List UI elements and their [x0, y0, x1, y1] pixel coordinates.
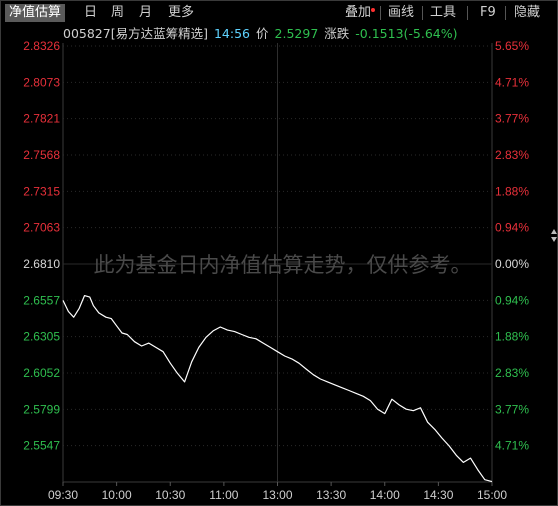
nav-estimate-line [62, 295, 493, 483]
x-tick-label: 10:30 [155, 488, 185, 502]
tab-day[interactable]: 日 [84, 5, 98, 20]
toolbar-divider [422, 6, 423, 20]
notification-dot-icon [371, 8, 375, 12]
draw-line-button[interactable]: 画线 [388, 5, 415, 20]
pct-tick-label: 3.77% [495, 112, 529, 126]
y-tick-label: 2.7315 [23, 184, 60, 198]
tab-more[interactable]: 更多 [168, 5, 195, 20]
y-tick-label: 2.6557 [23, 293, 60, 307]
x-tick-label: 14:00 [370, 488, 400, 502]
y-tick-label: 2.5799 [23, 402, 60, 416]
pct-tick-label: 3.77% [495, 402, 529, 416]
disclaimer-watermark: 此为基金日内净值估算走势，仅供参考。 [94, 253, 472, 277]
pct-tick-label: 0.94% [495, 221, 529, 235]
pct-tick-label: 4.71% [495, 439, 529, 453]
x-tick-label: 15:00 [477, 488, 507, 502]
quote-info-bar: 005827[易方达蓝筹精选] 14:56 价 2.5297 涨跌 -0.1513(-5.… [63, 25, 464, 42]
f9-button[interactable]: F9 [480, 5, 496, 20]
y-tick-label: 2.6305 [23, 330, 60, 344]
scroll-up-icon[interactable] [551, 229, 557, 234]
price-label: 价 [256, 26, 269, 41]
y-tick-label: 2.7063 [23, 221, 60, 235]
tab-week[interactable]: 周 [111, 5, 125, 20]
y-tick-label: 2.8326 [23, 39, 60, 53]
y-tick-label: 2.7568 [23, 148, 60, 162]
y-tick-label: 2.5547 [23, 439, 60, 453]
pct-tick-label: 5.65% [495, 39, 529, 53]
toolbar-divider [467, 6, 468, 20]
y-tick-label: 2.6810 [23, 257, 60, 271]
overlay-button[interactable]: 叠加 [345, 5, 372, 20]
change-value: -0.1513(-5.64%) [355, 26, 458, 41]
x-tick-label: 10:00 [102, 488, 132, 502]
fund-code-name: 005827[易方达蓝筹精选] [63, 26, 208, 41]
quote-time: 14:56 [213, 26, 251, 41]
change-label: 涨跌 [324, 26, 350, 41]
pct-tick-label: 1.88% [495, 330, 529, 344]
x-tick-label: 14:30 [423, 488, 453, 502]
pct-tick-label: 2.83% [495, 148, 529, 162]
y-tick-label: 2.8073 [23, 75, 60, 89]
toolbar-divider [380, 6, 381, 20]
y-tick-label: 2.7821 [23, 112, 60, 126]
x-tick-label: 13:30 [316, 488, 346, 502]
tab-bar: 净值估算 日 周 月 更多 叠加 画线 工具 F9 隐藏 [2, 2, 556, 24]
tools-button[interactable]: 工具 [430, 5, 457, 20]
x-tick-label: 11:00 [209, 488, 238, 502]
tab-nav-estimate[interactable]: 净值估算 [5, 4, 66, 22]
x-tick-label: 13:00 [262, 488, 292, 502]
hide-button[interactable]: 隐藏 [514, 5, 541, 20]
price-value: 2.5297 [274, 26, 319, 41]
pct-tick-label: 4.71% [495, 75, 529, 89]
x-tick-label: 09:30 [48, 488, 78, 502]
pct-tick-label: 2.83% [495, 366, 529, 380]
y-tick-label: 2.6052 [23, 366, 60, 380]
tab-month[interactable]: 月 [139, 5, 153, 20]
pct-tick-label: 0.00% [495, 257, 529, 271]
pct-tick-label: 1.88% [495, 184, 529, 198]
scroll-down-icon[interactable] [551, 237, 557, 242]
pct-tick-label: 0.94% [495, 293, 529, 307]
toolbar-divider [505, 6, 506, 20]
